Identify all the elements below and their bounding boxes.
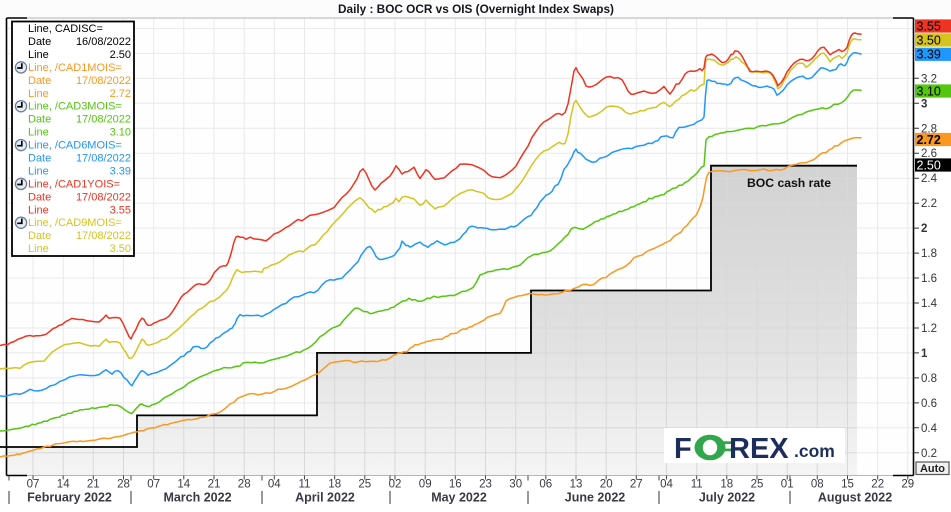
svg-text:August 2022: August 2022 xyxy=(818,491,892,505)
svg-text:04: 04 xyxy=(660,479,673,491)
svg-text:28: 28 xyxy=(238,479,251,491)
svg-text:17/08/2022: 17/08/2022 xyxy=(76,153,131,165)
svg-text:Date: Date xyxy=(28,153,51,165)
svg-text:01: 01 xyxy=(781,479,794,491)
svg-text:11: 11 xyxy=(299,479,311,491)
svg-text:.com: .com xyxy=(794,441,835,461)
svg-text:29: 29 xyxy=(901,479,914,491)
svg-text:May 2022: May 2022 xyxy=(431,491,487,505)
svg-text:14: 14 xyxy=(177,479,190,491)
svg-text:22: 22 xyxy=(871,479,884,491)
svg-text:2.6: 2.6 xyxy=(921,148,937,160)
svg-text:Date: Date xyxy=(28,114,51,126)
svg-text:3.55: 3.55 xyxy=(917,19,941,33)
svg-text:2.50: 2.50 xyxy=(917,158,941,172)
svg-text:3.10: 3.10 xyxy=(917,84,941,98)
svg-text:Date: Date xyxy=(28,75,51,87)
svg-text:July 2022: July 2022 xyxy=(699,491,755,505)
svg-text:21: 21 xyxy=(87,479,100,491)
svg-text:Date: Date xyxy=(28,230,51,242)
svg-text:20: 20 xyxy=(600,479,613,491)
svg-text:REX: REX xyxy=(729,433,789,465)
svg-text:0.4: 0.4 xyxy=(921,423,938,435)
svg-text:17/08/2022: 17/08/2022 xyxy=(76,230,131,242)
svg-text:Line: Line xyxy=(28,49,49,61)
svg-text:2: 2 xyxy=(921,223,927,235)
svg-text:04: 04 xyxy=(268,479,281,491)
svg-text:June 2022: June 2022 xyxy=(565,491,626,505)
svg-text:February 2022: February 2022 xyxy=(27,491,112,505)
svg-text:3.55: 3.55 xyxy=(110,204,131,216)
svg-text:1: 1 xyxy=(921,348,928,360)
svg-text:2.4: 2.4 xyxy=(921,173,938,185)
svg-text:Auto: Auto xyxy=(920,463,945,475)
svg-text:28: 28 xyxy=(117,479,130,491)
svg-text:Daily : BOC OCR vs OIS (Overni: Daily : BOC OCR vs OIS (Overnight Index … xyxy=(338,2,614,16)
svg-text:17/08/2022: 17/08/2022 xyxy=(76,114,131,126)
svg-text:0.2: 0.2 xyxy=(921,448,937,460)
svg-text:April 2022: April 2022 xyxy=(295,491,355,505)
svg-text:27: 27 xyxy=(630,479,643,491)
svg-text:BOC cash rate: BOC cash rate xyxy=(747,176,831,190)
svg-text:16: 16 xyxy=(449,479,462,491)
svg-text:3.50: 3.50 xyxy=(917,33,941,47)
svg-text:14: 14 xyxy=(57,479,70,491)
svg-text:09: 09 xyxy=(419,479,432,491)
svg-text:1.4: 1.4 xyxy=(921,298,938,310)
svg-text:Line: Line xyxy=(28,127,49,139)
svg-text:08: 08 xyxy=(811,479,824,491)
svg-text:11: 11 xyxy=(691,479,703,491)
svg-text:2.72: 2.72 xyxy=(110,88,131,100)
svg-text:3: 3 xyxy=(921,98,927,110)
svg-text:Line, /CAD1MOIS=: Line, /CAD1MOIS= xyxy=(28,62,122,74)
svg-text:Line, CADISC=: Line, CADISC= xyxy=(28,23,103,35)
svg-text:Line: Line xyxy=(28,204,49,216)
svg-text:March 2022: March 2022 xyxy=(163,491,231,505)
svg-text:0.8: 0.8 xyxy=(921,373,937,385)
svg-text:Date: Date xyxy=(28,191,51,203)
svg-text:3.39: 3.39 xyxy=(110,165,131,177)
svg-text:18: 18 xyxy=(720,479,733,491)
svg-text:1.8: 1.8 xyxy=(921,248,937,260)
svg-text:2.8: 2.8 xyxy=(921,123,937,135)
svg-text:2.50: 2.50 xyxy=(110,49,131,61)
svg-text:Line, /CAD9MOIS=: Line, /CAD9MOIS= xyxy=(28,217,122,229)
svg-text:Line, /CAD1YOIS=: Line, /CAD1YOIS= xyxy=(28,178,120,190)
svg-text:2.2: 2.2 xyxy=(921,198,937,210)
svg-text:07: 07 xyxy=(147,479,160,491)
svg-text:3.2: 3.2 xyxy=(921,73,937,85)
svg-text:Line: Line xyxy=(28,243,49,255)
svg-text:Line, /CAD6MOIS=: Line, /CAD6MOIS= xyxy=(28,140,122,152)
svg-text:21: 21 xyxy=(208,479,221,491)
svg-text:0.6: 0.6 xyxy=(921,398,937,410)
svg-text:2.72: 2.72 xyxy=(917,133,941,147)
svg-text:07: 07 xyxy=(27,479,40,491)
svg-text:23: 23 xyxy=(479,479,492,491)
svg-text:25: 25 xyxy=(358,479,371,491)
svg-text:25: 25 xyxy=(751,479,764,491)
svg-text:3.39: 3.39 xyxy=(917,48,941,62)
svg-text:16/08/2022: 16/08/2022 xyxy=(76,36,131,48)
svg-text:Date: Date xyxy=(28,36,51,48)
svg-text:02: 02 xyxy=(389,479,402,491)
svg-text:18: 18 xyxy=(328,479,341,491)
svg-text:06: 06 xyxy=(539,479,552,491)
svg-text:Line, /CAD3MOIS=: Line, /CAD3MOIS= xyxy=(28,101,122,113)
svg-text:30: 30 xyxy=(509,479,522,491)
svg-text:15: 15 xyxy=(841,479,854,491)
svg-text:Line: Line xyxy=(28,88,49,100)
svg-text:17/08/2022: 17/08/2022 xyxy=(76,75,131,87)
svg-text:3.50: 3.50 xyxy=(110,243,131,255)
svg-text:17/08/2022: 17/08/2022 xyxy=(76,191,131,203)
svg-text:1.6: 1.6 xyxy=(921,273,937,285)
svg-text:3.10: 3.10 xyxy=(110,127,131,139)
svg-text:1.2: 1.2 xyxy=(921,323,937,335)
svg-text:Line: Line xyxy=(28,165,49,177)
svg-text:13: 13 xyxy=(570,479,583,491)
svg-text:F: F xyxy=(674,433,692,465)
